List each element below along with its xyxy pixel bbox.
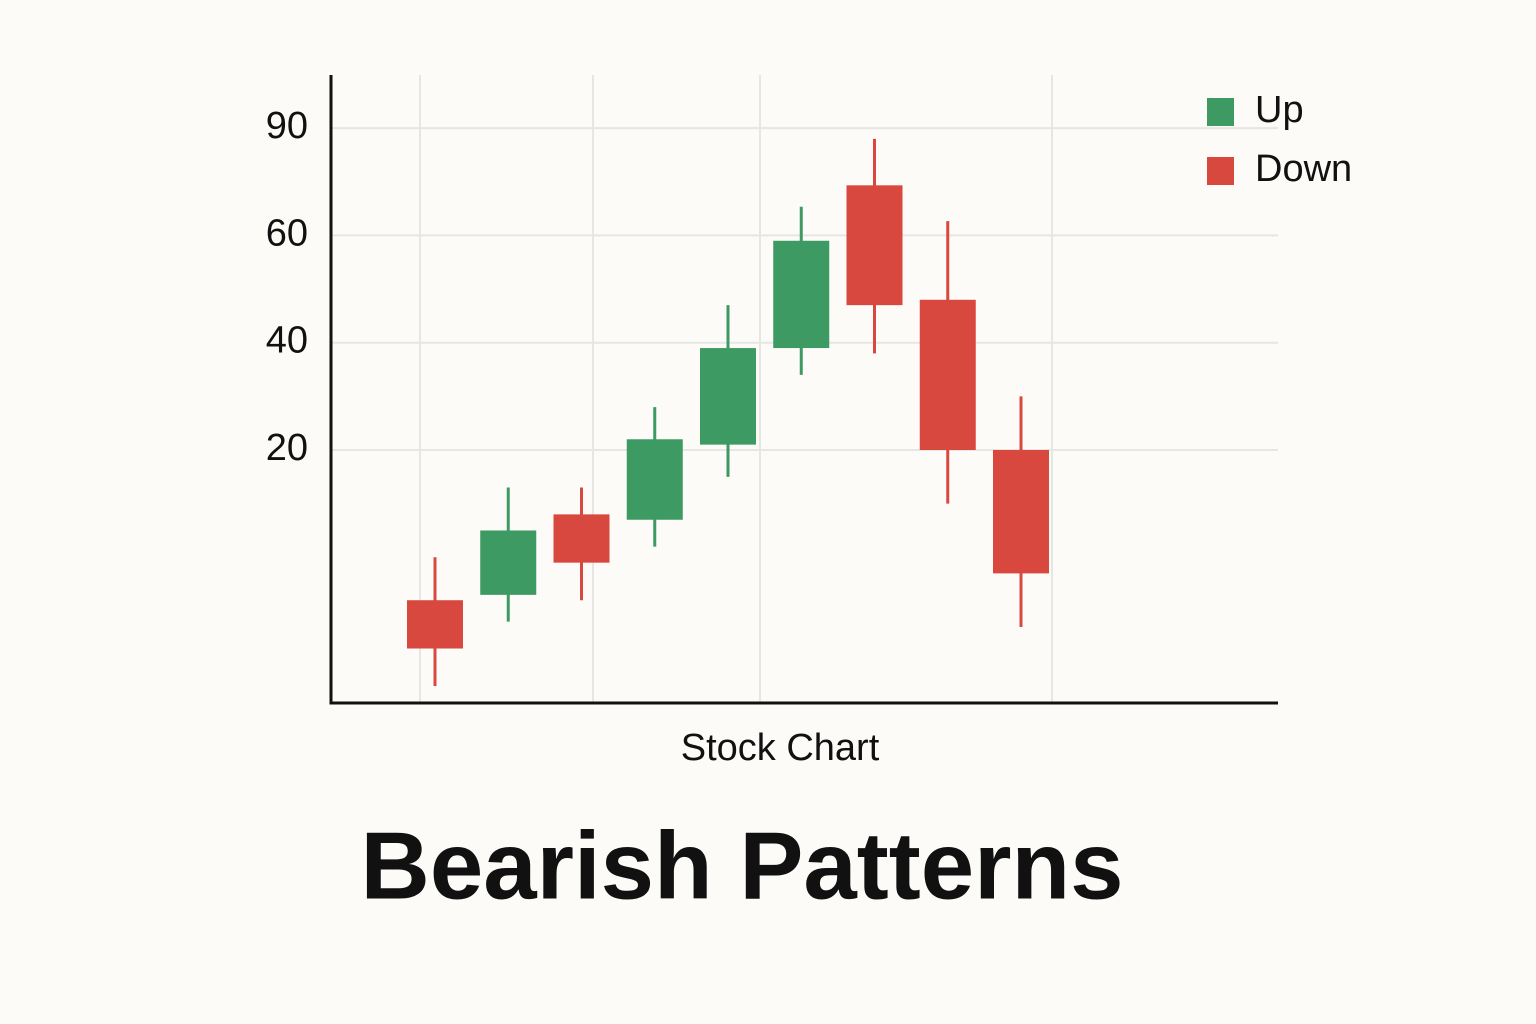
y-tick-label: 20 bbox=[266, 427, 308, 469]
candle-body bbox=[626, 439, 683, 520]
x-axis-label: Stock Chart bbox=[681, 727, 880, 769]
legend-label: Up bbox=[1255, 89, 1304, 131]
candle-body bbox=[553, 514, 610, 563]
axes bbox=[329, 75, 1278, 705]
chart-title: Bearish Patterns bbox=[361, 812, 1124, 919]
candle-body bbox=[846, 185, 903, 306]
legend-swatch bbox=[1207, 157, 1234, 185]
y-tick-label: 90 bbox=[266, 105, 308, 147]
legend-label: Down bbox=[1255, 148, 1352, 190]
vertical-grid bbox=[419, 75, 1053, 703]
candle-body bbox=[480, 530, 537, 595]
candle-body bbox=[700, 348, 756, 445]
candle-body bbox=[407, 600, 463, 649]
plot-area bbox=[407, 138, 1049, 687]
candle-body bbox=[919, 299, 976, 450]
candle-body bbox=[993, 450, 1049, 574]
legend-swatch bbox=[1207, 98, 1234, 126]
y-tick-label: 40 bbox=[266, 320, 308, 362]
candle-body bbox=[773, 240, 830, 349]
y-tick-label: 60 bbox=[266, 212, 308, 254]
